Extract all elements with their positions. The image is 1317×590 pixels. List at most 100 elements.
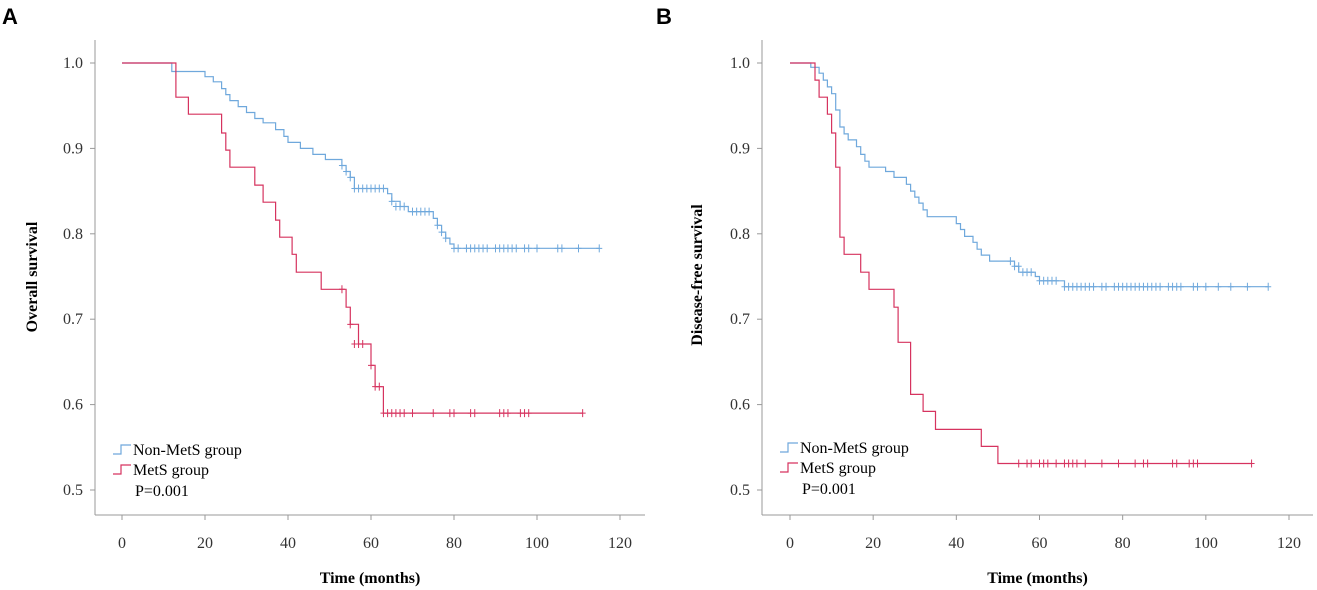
censor-mark-non-mets-group	[1244, 282, 1251, 291]
p-value-annotation: P=0.001	[802, 481, 856, 498]
x-tick-label: 0	[786, 535, 794, 552]
panel-label-a: A	[2, 4, 18, 29]
censor-mark-non-mets-group	[380, 184, 387, 193]
censor-mark-mets-group	[430, 409, 437, 418]
censor-mark-non-mets-group	[1177, 282, 1184, 291]
censor-mark-mets-group	[1082, 459, 1089, 468]
censor-mark-non-mets-group	[1202, 282, 1209, 291]
censor-mark-mets-group	[504, 409, 511, 418]
y-tick-label: 1.0	[63, 55, 83, 72]
y-tick-label: 0.7	[63, 311, 83, 328]
censor-mark-non-mets-group	[513, 244, 520, 253]
survival-curve-non-mets-group	[122, 62, 600, 249]
censor-mark-non-mets-group	[426, 207, 433, 216]
x-tick-label: 120	[1277, 535, 1301, 552]
censor-mark-mets-group	[347, 320, 354, 329]
x-axis-title: Time (months)	[987, 570, 1088, 587]
censor-mark-mets-group	[1073, 459, 1080, 468]
x-tick-label: 40	[280, 535, 296, 552]
x-tick-label: 80	[1115, 535, 1131, 552]
y-axis-title: Overall survival	[24, 221, 41, 332]
x-tick-label: 120	[608, 535, 632, 552]
censor-mark-non-mets-group	[343, 167, 350, 176]
legend-swatch-mets-group	[113, 464, 131, 475]
censor-mark-mets-group	[1132, 459, 1139, 468]
censor-mark-mets-group	[368, 361, 374, 370]
y-tick-label: 0.8	[730, 226, 750, 243]
y-tick-label: 0.5	[730, 482, 750, 499]
censor-mark-mets-group	[1248, 459, 1255, 468]
km-chart-disease-free-survival: 0.5 0.6 0.7 0.8 0.9 1.0 0 20 40 60 80 100 120 Time (m…	[689, 40, 1313, 587]
censor-mark-mets-group	[1028, 459, 1035, 468]
censor-mark-non-mets-group	[347, 173, 354, 182]
y-tick-label: 0.7	[730, 311, 750, 328]
x-tick-label: 60	[1032, 535, 1048, 552]
censor-mark-non-mets-group	[525, 244, 532, 253]
censor-mark-mets-group	[1098, 459, 1105, 468]
x-tick-label: 100	[1194, 535, 1218, 552]
km-chart-overall-survival: 0.5 0.6 0.7 0.8 0.9 1.0 0 20 40 60 80 100 120 Time (m…	[24, 40, 645, 587]
censor-mark-non-mets-group	[1265, 282, 1272, 291]
censor-mark-mets-group	[401, 409, 408, 418]
panel-label-b: B	[656, 4, 672, 29]
x-tick-label: 20	[197, 535, 213, 552]
legend-label-mets-group: MetS group	[133, 462, 209, 479]
survival-curve-mets-group	[122, 62, 583, 414]
censor-mark-non-mets-group	[1015, 262, 1022, 271]
x-tick-label: 60	[363, 535, 379, 552]
x-tick-label: 100	[525, 535, 549, 552]
censor-mark-non-mets-group	[1053, 276, 1060, 285]
censor-mark-mets-group	[1173, 459, 1180, 468]
censor-mark-non-mets-group	[455, 244, 462, 253]
censor-mark-non-mets-group	[1090, 282, 1097, 291]
censor-mark-mets-group	[1053, 459, 1060, 468]
censor-mark-mets-group	[409, 409, 416, 418]
censor-mark-mets-group	[1194, 459, 1201, 468]
censor-mark-non-mets-group	[596, 244, 603, 253]
legend-swatch-non-mets-group	[113, 444, 131, 455]
legend-label-non-mets-group: Non-MetS group	[800, 440, 909, 457]
censor-mark-non-mets-group	[484, 244, 491, 253]
x-tick-label: 40	[948, 535, 964, 552]
y-tick-label: 0.5	[63, 482, 83, 499]
legend-swatch-non-mets-group	[780, 442, 798, 453]
censor-mark-mets-group	[1015, 459, 1022, 468]
censor-mark-mets-group	[1115, 459, 1122, 468]
y-axis-title: Disease-free survival	[689, 204, 706, 346]
y-tick-label: 0.9	[730, 140, 750, 157]
x-tick-label: 80	[446, 535, 462, 552]
y-tick-label: 1.0	[730, 55, 750, 72]
censor-mark-non-mets-group	[1157, 282, 1164, 291]
y-tick-label: 0.6	[730, 397, 750, 414]
censor-mark-mets-group	[376, 382, 383, 391]
y-tick-label: 0.9	[63, 140, 83, 157]
censor-mark-mets-group	[525, 409, 532, 418]
censor-mark-mets-group	[338, 285, 345, 294]
legend-label-mets-group: MetS group	[800, 460, 876, 477]
censor-mark-non-mets-group	[338, 161, 345, 170]
survival-curve-non-mets-group	[790, 62, 1269, 288]
censor-mark-mets-group	[579, 409, 586, 418]
censor-mark-mets-group	[1144, 459, 1151, 468]
censor-mark-non-mets-group	[401, 202, 408, 211]
censor-mark-non-mets-group	[575, 244, 582, 253]
censor-mark-mets-group	[1044, 459, 1051, 468]
p-value-annotation: P=0.001	[135, 483, 189, 500]
legend-swatch-mets-group	[780, 462, 798, 473]
censor-mark-non-mets-group	[434, 221, 441, 230]
x-tick-label: 0	[118, 535, 126, 552]
censor-mark-non-mets-group	[388, 197, 395, 206]
x-tick-label: 20	[865, 535, 881, 552]
x-axis-title: Time (months)	[320, 570, 421, 587]
censor-mark-non-mets-group	[534, 244, 540, 253]
censor-mark-mets-group	[359, 339, 366, 348]
y-tick-label: 0.6	[63, 397, 83, 414]
censor-mark-non-mets-group	[1194, 282, 1201, 291]
legend-label-non-mets-group: Non-MetS group	[133, 442, 242, 459]
censor-mark-non-mets-group	[1215, 282, 1222, 291]
censor-mark-non-mets-group	[558, 244, 565, 253]
y-tick-label: 0.8	[63, 226, 83, 243]
censor-mark-mets-group	[471, 409, 478, 418]
censor-mark-non-mets-group	[442, 234, 449, 243]
censor-mark-non-mets-group	[1028, 268, 1035, 277]
